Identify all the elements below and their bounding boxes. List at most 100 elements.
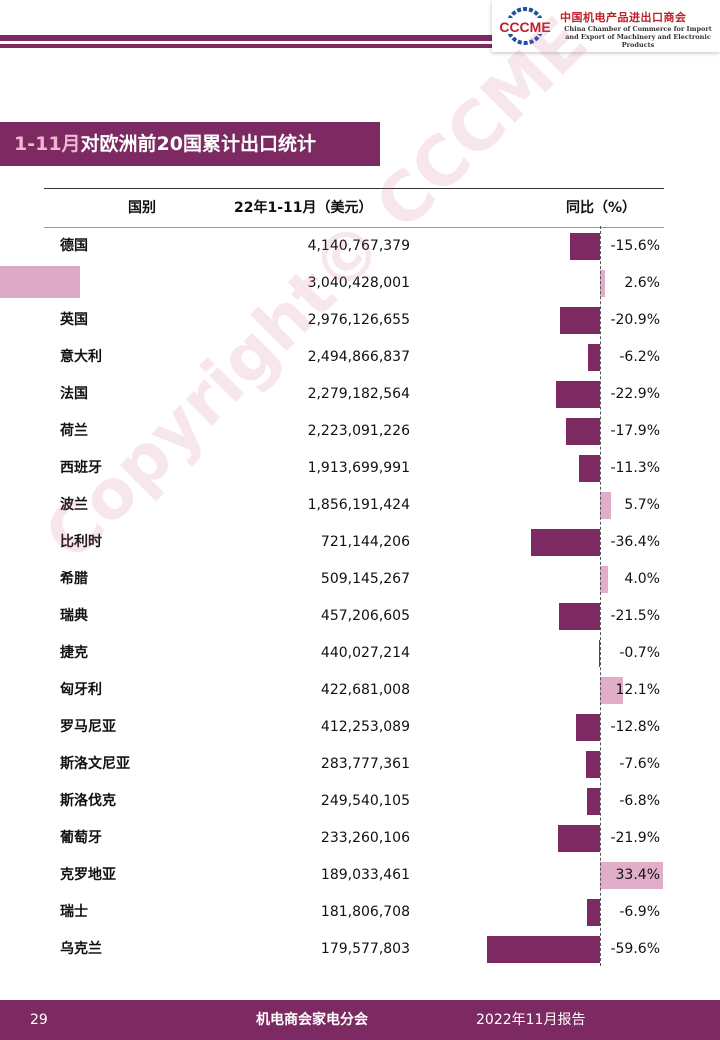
table-row: 波兰 1,856,191,424 5.7% — [44, 487, 664, 524]
export-value: 2,494,866,837 — [307, 349, 410, 365]
section-title: 1-11月对欧洲前20国累计出口统计 — [0, 122, 380, 166]
table-row: 葡萄牙 233,260,106 -21.9% — [44, 820, 664, 857]
country-name: 比利时 — [60, 534, 102, 550]
yoy-bar — [558, 825, 600, 852]
yoy-bar — [575, 714, 600, 741]
yoy-percent: -17.9% — [610, 423, 660, 439]
country-name: 法国 — [60, 386, 88, 402]
country-name: 匈牙利 — [60, 682, 102, 698]
country-name: 意大利 — [60, 349, 102, 365]
export-value: 4,140,767,379 — [307, 238, 410, 254]
redaction-block — [0, 266, 80, 298]
yoy-bar — [600, 270, 605, 297]
yoy-percent: -21.5% — [610, 608, 660, 624]
export-value: 181,806,708 — [320, 904, 410, 920]
yoy-bar — [530, 529, 600, 556]
country-name: 瑞士 — [60, 904, 88, 920]
table-row: 3,040,428,001 2.6% — [44, 265, 664, 302]
yoy-bar — [570, 233, 600, 260]
column-header-country: 国别 — [128, 200, 156, 216]
table-row: 意大利 2,494,866,837 -6.2% — [44, 339, 664, 376]
section-title-highlight: 1-11月 — [14, 133, 81, 155]
yoy-bar — [565, 418, 600, 445]
export-table: 国别 22年1-11月（美元） 同比（%） 德国 4,140,767,379 -15… — [44, 188, 664, 968]
country-name: 葡萄牙 — [60, 830, 102, 846]
table-row: 德国 4,140,767,379 -15.6% — [44, 228, 664, 265]
yoy-percent: -6.9% — [619, 904, 660, 920]
export-value: 283,777,361 — [320, 756, 410, 772]
yoy-bar — [600, 566, 608, 593]
yoy-percent: 5.7% — [624, 497, 660, 513]
export-value: 3,040,428,001 — [307, 275, 410, 291]
yoy-bar — [600, 492, 611, 519]
export-value: 509,145,267 — [320, 571, 410, 587]
yoy-percent: 12.1% — [615, 682, 660, 698]
table-body: 德国 4,140,767,379 -15.6% 3,040,428,001 2.6% 英国… — [44, 228, 664, 968]
yoy-bar — [585, 751, 600, 778]
yoy-percent: -11.3% — [610, 460, 660, 476]
table-row: 比利时 721,144,206 -36.4% — [44, 524, 664, 561]
column-header-value: 22年1-11月（美元） — [234, 200, 373, 216]
country-name: 荷兰 — [60, 423, 88, 439]
yoy-bar — [587, 788, 600, 815]
export-value: 457,206,605 — [320, 608, 410, 624]
header-band — [0, 35, 720, 41]
export-value: 2,976,126,655 — [307, 312, 410, 328]
yoy-percent: 4.0% — [624, 571, 660, 587]
export-value: 2,279,182,564 — [307, 386, 410, 402]
export-value: 249,540,105 — [320, 793, 410, 809]
country-name: 瑞典 — [60, 608, 88, 624]
footer-center-text: 机电商会家电分会 — [256, 1012, 368, 1028]
yoy-bar — [598, 640, 600, 667]
export-value: 1,913,699,991 — [307, 460, 410, 476]
yoy-bar — [578, 455, 600, 482]
table-header: 国别 22年1-11月（美元） 同比（%） — [44, 188, 664, 228]
yoy-percent: -22.9% — [610, 386, 660, 402]
yoy-bar — [559, 603, 600, 630]
country-name: 波兰 — [60, 497, 88, 513]
export-value: 412,253,089 — [320, 719, 410, 735]
yoy-percent: -36.4% — [610, 534, 660, 550]
export-value: 1,856,191,424 — [307, 497, 410, 513]
table-row: 斯洛文尼亚 283,777,361 -7.6% — [44, 746, 664, 783]
export-value: 2,223,091,226 — [307, 423, 410, 439]
table-row: 捷克 440,027,214 -0.7% — [44, 635, 664, 672]
export-value: 233,260,106 — [320, 830, 410, 846]
org-name-en-line2: and Export of Machinery and Electronic P… — [565, 33, 711, 49]
yoy-bar — [560, 307, 600, 334]
yoy-bar — [486, 936, 600, 963]
yoy-bar — [600, 862, 664, 889]
yoy-percent: -6.2% — [619, 349, 660, 365]
export-value: 721,144,206 — [320, 534, 410, 550]
yoy-bar — [586, 899, 600, 926]
country-name: 斯洛文尼亚 — [60, 756, 130, 772]
cccme-emblem-icon: CCCME — [498, 7, 552, 45]
country-name: 西班牙 — [60, 460, 102, 476]
export-value: 422,681,008 — [320, 682, 410, 698]
header-band-thin — [0, 44, 720, 48]
export-value: 189,033,461 — [320, 867, 410, 883]
org-name-cn: 中国机电产品进出口商会 — [560, 11, 687, 24]
table-row: 法国 2,279,182,564 -22.9% — [44, 376, 664, 413]
export-value: 440,027,214 — [320, 645, 410, 661]
table-row: 罗马尼亚 412,253,089 -12.8% — [44, 709, 664, 746]
export-value: 179,577,803 — [320, 941, 410, 957]
table-row: 西班牙 1,913,699,991 -11.3% — [44, 450, 664, 487]
country-name: 乌克兰 — [60, 941, 102, 957]
country-name: 罗马尼亚 — [60, 719, 116, 735]
table-row: 瑞典 457,206,605 -21.5% — [44, 598, 664, 635]
country-name: 希腊 — [60, 571, 88, 587]
yoy-percent: -6.8% — [619, 793, 660, 809]
table-row: 斯洛伐克 249,540,105 -6.8% — [44, 783, 664, 820]
table-row: 乌克兰 179,577,803 -59.6% — [44, 931, 664, 968]
yoy-percent: -20.9% — [610, 312, 660, 328]
yoy-bar — [600, 677, 623, 704]
country-name: 英国 — [60, 312, 88, 328]
table-row: 荷兰 2,223,091,226 -17.9% — [44, 413, 664, 450]
yoy-percent: -21.9% — [610, 830, 660, 846]
footer-right-text: 2022年11月报告 — [476, 1012, 586, 1028]
section-title-text: 对欧洲前20国累计出口统计 — [80, 133, 316, 155]
page-number: 29 — [30, 1012, 48, 1028]
table-row: 匈牙利 422,681,008 12.1% — [44, 672, 664, 709]
logo-text: CCCME — [499, 19, 550, 35]
